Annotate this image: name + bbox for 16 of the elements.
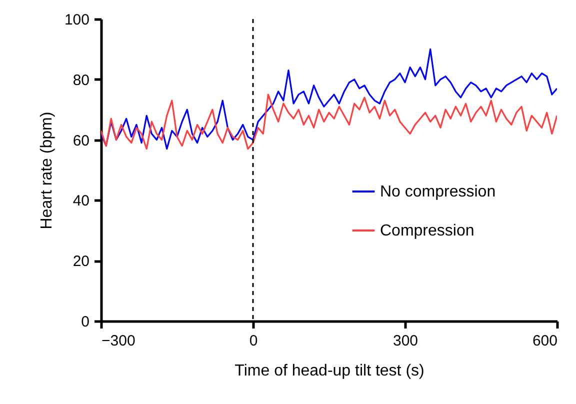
y-tick-label: 80	[72, 72, 90, 89]
line-series	[101, 94, 557, 150]
y-axis-title: Heart rate (bpm)	[38, 112, 56, 230]
x-tick-label: 300	[392, 332, 418, 350]
x-tick-label: −300	[102, 332, 136, 350]
x-tick-label: 600	[532, 332, 558, 350]
line-series	[101, 48, 557, 150]
y-tick-label: 40	[72, 192, 90, 210]
x-axis-title: Time of head-up tilt test (s)	[234, 362, 424, 380]
y-tick-label: 60	[72, 132, 90, 150]
y-tick-label: 0	[81, 314, 90, 330]
x-tick-label: 0	[249, 332, 258, 350]
legend-label: No compression	[380, 184, 496, 200]
y-tick-label: 20	[72, 253, 90, 270]
legend-label: Compression	[380, 222, 474, 240]
y-tick-label: 100	[64, 12, 90, 28]
